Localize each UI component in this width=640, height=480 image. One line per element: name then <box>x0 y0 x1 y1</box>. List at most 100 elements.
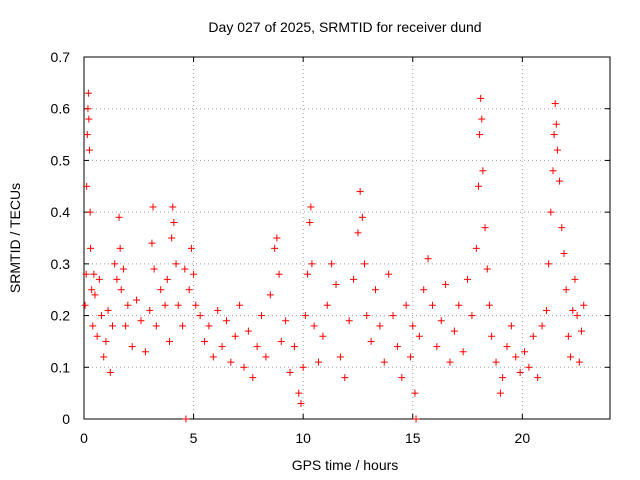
data-point <box>363 312 371 320</box>
data-point <box>428 301 436 309</box>
data-point <box>442 281 450 289</box>
data-point <box>481 224 489 232</box>
data-point <box>117 286 125 294</box>
data-point <box>578 327 586 335</box>
y-tick-label: 0.4 <box>51 204 71 220</box>
data-point <box>161 301 169 309</box>
data-point <box>282 317 290 325</box>
data-point <box>301 312 309 320</box>
data-point <box>499 374 507 382</box>
data-point <box>86 208 94 216</box>
data-point <box>172 260 180 268</box>
data-point <box>516 368 524 376</box>
data-point <box>380 358 388 366</box>
data-point <box>81 301 89 309</box>
x-tick-label: 10 <box>295 430 311 446</box>
data-point <box>266 291 274 299</box>
data-point <box>286 368 294 376</box>
data-point <box>182 415 190 423</box>
data-point <box>412 415 420 423</box>
y-tick-label: 0.5 <box>51 152 71 168</box>
data-point <box>468 312 476 320</box>
data-point <box>310 322 318 330</box>
data-point <box>152 322 160 330</box>
data-point <box>209 353 217 361</box>
data-point <box>100 353 108 361</box>
data-point <box>249 374 257 382</box>
data-point <box>84 89 92 97</box>
data-point <box>367 337 375 345</box>
data-point <box>477 94 485 102</box>
data-point <box>98 312 106 320</box>
data-point <box>552 120 560 128</box>
data-point <box>567 353 575 361</box>
data-point <box>85 115 93 123</box>
data-point <box>196 312 204 320</box>
data-point <box>83 182 91 190</box>
data-point <box>124 301 132 309</box>
data-point <box>128 343 136 351</box>
data-point <box>277 337 285 345</box>
y-tick-label: 0.6 <box>51 101 71 117</box>
data-point <box>479 167 487 175</box>
data-point <box>174 301 182 309</box>
data-point <box>205 322 213 330</box>
x-tick-label: 0 <box>80 430 88 446</box>
plot-frame <box>83 56 611 420</box>
data-point <box>319 332 327 340</box>
data-point <box>113 275 121 283</box>
data-point <box>345 317 353 325</box>
data-point <box>558 224 566 232</box>
data-point <box>409 322 417 330</box>
y-axis: 0 0.1 0.2 0.3 0.4 0.5 0.6 0.7 <box>51 49 610 427</box>
x-axis-label: GPS time / hours <box>292 457 399 473</box>
data-point <box>550 131 558 139</box>
data-point <box>149 203 157 211</box>
data-point <box>253 343 261 351</box>
data-point <box>534 374 542 382</box>
data-point <box>91 291 99 299</box>
data-point <box>488 332 496 340</box>
data-point <box>569 306 577 314</box>
data-point <box>389 312 397 320</box>
data-point <box>575 358 583 366</box>
data-point <box>116 244 124 252</box>
data-point <box>332 281 340 289</box>
data-point <box>496 389 504 397</box>
data-point <box>168 234 176 242</box>
data-point <box>424 255 432 263</box>
data-point <box>551 100 559 108</box>
data-point <box>525 363 533 371</box>
data-point <box>192 301 200 309</box>
data-point <box>415 332 423 340</box>
data-point <box>122 322 130 330</box>
data-point <box>297 399 305 407</box>
data-point <box>553 146 561 154</box>
data-point <box>133 296 141 304</box>
data-point <box>82 270 90 278</box>
data-point <box>433 343 441 351</box>
data-point <box>459 348 467 356</box>
data-point <box>371 286 379 294</box>
data-point <box>146 306 154 314</box>
chart-title: Day 027 of 2025, SRMTID for receiver dun… <box>208 19 481 35</box>
data-point <box>273 234 281 242</box>
data-point <box>102 337 110 345</box>
data-point <box>420 286 428 294</box>
data-point <box>137 317 145 325</box>
data-point <box>545 260 553 268</box>
data-point <box>393 343 401 351</box>
data-point <box>307 203 315 211</box>
data-point <box>236 301 244 309</box>
data-point <box>358 213 366 221</box>
data-point <box>476 131 484 139</box>
data-point <box>549 167 557 175</box>
x-tick-label: 15 <box>405 430 421 446</box>
data-point <box>398 374 406 382</box>
data-point <box>542 306 550 314</box>
data-point <box>475 182 482 190</box>
data-point <box>170 218 178 226</box>
data-point <box>562 286 570 294</box>
data-point <box>244 327 252 335</box>
